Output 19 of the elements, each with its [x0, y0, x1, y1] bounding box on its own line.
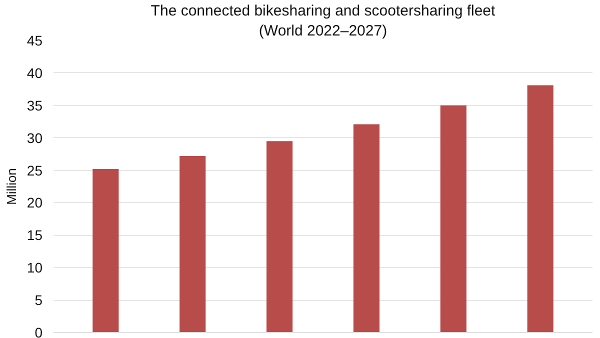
bar	[353, 124, 380, 332]
bar	[180, 156, 206, 332]
y-tick-label: 30	[26, 130, 43, 146]
y-axis-title: Million	[4, 168, 19, 205]
bar	[527, 85, 554, 332]
y-tick-label: 20	[26, 194, 43, 211]
bar	[440, 105, 466, 332]
y-tick-label: 40	[26, 64, 43, 81]
y-tick-label: 0	[34, 324, 43, 338]
y-tick-label: 5	[34, 292, 43, 308]
bar	[92, 168, 119, 332]
y-tick-label: 10	[26, 260, 43, 276]
y-tick-label: 35	[26, 97, 43, 114]
y-tick-label: 45	[26, 32, 43, 48]
bar	[266, 141, 293, 332]
y-tick-label: 15	[26, 227, 43, 244]
chart-subtitle: (World 2022–2027)	[258, 22, 388, 40]
chart-title: The connected bikesharing and scootersharing fleet	[150, 2, 496, 20]
y-tick-label: 25	[26, 162, 43, 178]
